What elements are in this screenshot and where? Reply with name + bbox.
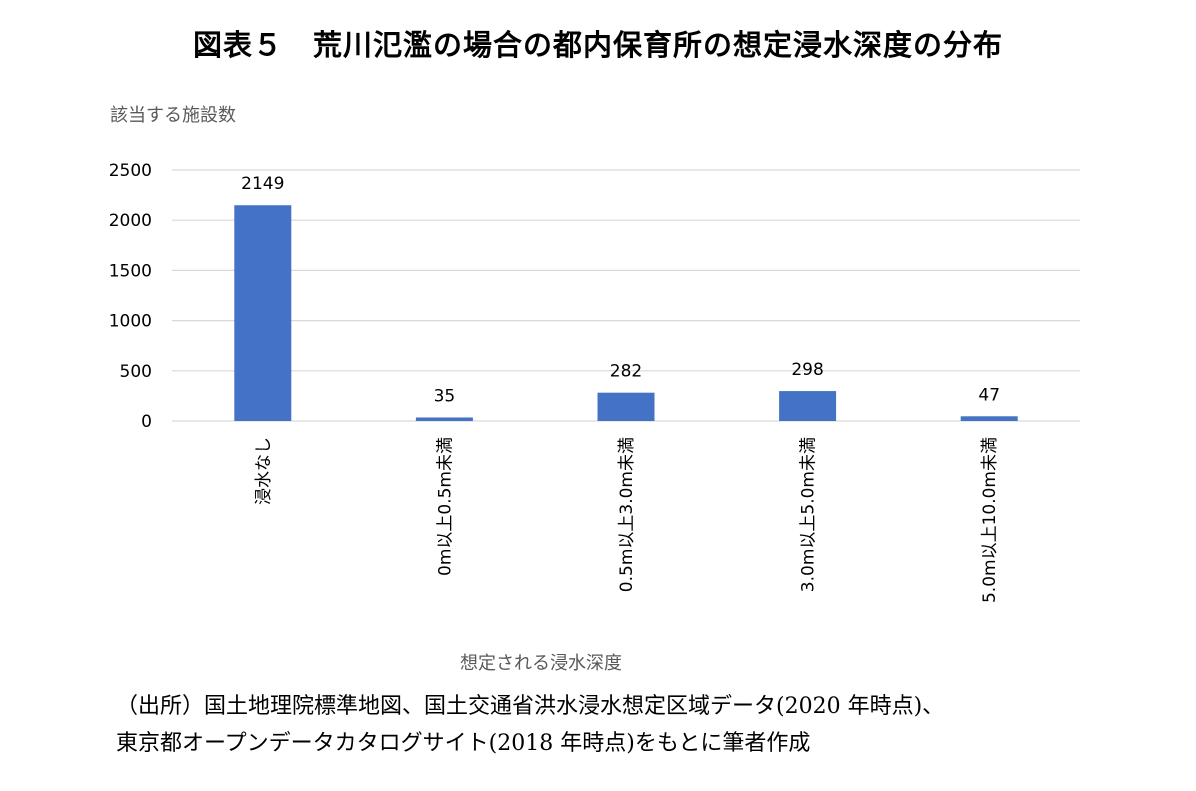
category-label: 5.0m以上10.0m未満: [980, 437, 1000, 603]
bar-chart: 0 500 1000 1500 2000 2500 2149 35 282 298 47 浸水なし…: [109, 161, 1080, 603]
category-label: 0.5m以上3.0m未満: [617, 437, 637, 592]
data-labels: 2149 35 282 298 47: [241, 174, 1000, 406]
category-label: 3.0m以上5.0m未満: [799, 437, 819, 592]
y-tick-label: 2500: [109, 161, 152, 181]
bar-0: [234, 205, 292, 421]
y-tick-label: 1500: [109, 261, 152, 281]
data-label: 47: [978, 385, 1000, 405]
gridlines: [172, 169, 1080, 422]
bar-3: [779, 391, 837, 421]
bar-4: [960, 416, 1018, 421]
y-tick-label: 0: [141, 412, 152, 432]
y-tick-label: 1000: [109, 312, 152, 332]
data-label: 282: [610, 362, 642, 382]
y-tick-label: 2000: [109, 211, 152, 231]
category-label: 浸水なし: [254, 437, 274, 505]
bar-1: [415, 417, 473, 421]
category-labels: 浸水なし 0m以上0.5m未満 0.5m以上3.0m未満 3.0m以上5.0m未満 5.…: [254, 437, 1000, 603]
data-label: 2149: [241, 174, 284, 194]
bars: [234, 205, 1018, 421]
chart-title: 図表５ 荒川氾濫の場合の都内保育所の想定浸水深度の分布: [192, 28, 1003, 62]
source-note: （出所）国土地理院標準地図、国土交通省洪水浸水想定区域データ(2020 年時点)…: [116, 688, 1116, 762]
y-tick-labels: 0 500 1000 1500 2000 2500: [109, 161, 152, 432]
category-label: 0m以上0.5m未満: [435, 437, 455, 576]
y-tick-label: 500: [120, 362, 152, 382]
x-axis-label: 想定される浸水深度: [460, 653, 622, 674]
y-axis-label: 該当する施設数: [110, 105, 236, 126]
data-label: 35: [434, 386, 456, 406]
source-line-1: （出所）国土地理院標準地図、国土交通省洪水浸水想定区域データ(2020 年時点)…: [116, 694, 945, 719]
data-label: 298: [791, 360, 823, 380]
source-line-2: 東京都オープンデータカタログサイト(2018 年時点)をもとに筆者作成: [116, 731, 811, 756]
bar-2: [597, 392, 655, 421]
